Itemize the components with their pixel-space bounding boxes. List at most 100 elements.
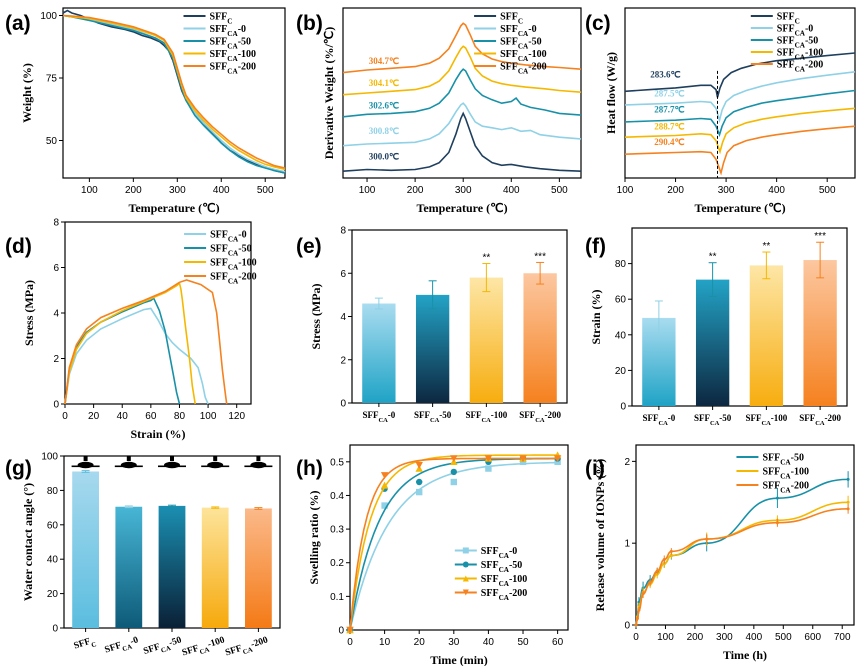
x-tick-label: 400 [503,185,520,196]
legend-label-SFFCA-0: SFFCA-0 [500,24,537,38]
plot-frame [349,444,569,631]
series-line-SFFCA-50 [64,296,181,405]
x-tick-label: 500 [551,185,568,196]
needle-icon [170,456,174,461]
legend-label-SFFCA-200: SFFCA-200 [481,588,528,602]
plot-frame [635,444,855,626]
bar-SFFC [72,471,99,628]
legend-label-SFFCA-100: SFFCA-100 [210,49,257,63]
legend-label-SFFCA-200: SFFCA-200 [777,60,824,74]
legend-label-SFFCA-200: SFFCA-200 [500,62,547,76]
panel-g: (g) 0 20 40 60 80 100 Water contact angle (°) SF… [5,452,281,661]
x-axis-label: Time (min) [430,653,487,666]
peak-annotation: 290.4℃ [654,137,684,147]
data-point [637,600,641,604]
panel-label-b: (b) [296,12,323,35]
data-point [669,549,673,553]
data-point [635,616,639,620]
needle-icon [83,456,88,461]
peak-annotation: 304.1℃ [369,78,399,88]
droplet-icon [207,461,224,469]
data-point [450,478,458,486]
x-axis-label: Temperature (℃) [128,201,219,215]
peak-annotation: 287.5℃ [654,88,684,98]
x-tick-label: 700 [834,632,851,643]
category-label-SFFCA-100: SFFCA-100 [465,410,507,424]
series-line-SFFCA-200 [635,508,849,626]
y-tick-label: 50 [46,136,58,147]
data-point [346,626,354,634]
peak-annotation: 302.6℃ [369,100,399,110]
y-tick-label: 8 [53,218,59,229]
legend-label-SFFCA-100: SFFCA-100 [481,574,528,588]
x-tick-label: 400 [745,632,762,643]
peak-annotation: 304.7℃ [369,56,399,66]
data-point [655,569,659,573]
y-tick-label: 0 [52,624,58,635]
y-axis-label: Water contact angle (°) [21,483,35,601]
y-axis-label: Weight (%) [20,63,34,123]
series-line-SFFCA-50 [342,68,582,118]
category-label-SFFCA-200: SFFCA-200 [799,413,841,427]
x-tick-label: 30 [448,637,460,648]
x-tick-label: 200 [687,632,704,643]
data-point [519,455,527,463]
bar-SFFCA-100 [469,277,504,403]
legend-marker [462,589,469,596]
data-point [450,455,458,463]
data-point [416,478,423,486]
x-tick-label: 0 [633,632,639,643]
series-line-SFFCA-0 [342,102,582,147]
y-tick-label: 80 [47,486,59,497]
x-tick-label: 0 [62,411,68,422]
y-axis-label: Derivative Weight (%/℃) [322,27,336,160]
data-point [637,608,641,612]
y-axis-label: Stress (MPa) [309,283,323,349]
category-label-SFFCA-200: SFFCA-200 [224,635,270,661]
data-point [662,558,666,562]
y-axis-label: Release volume of IONPs (%) [593,459,607,612]
bar-SFFCA-200 [245,508,272,628]
category-label-SFFCA-0: SFFCA-0 [362,410,395,424]
panel-h: (h) 0 0.1 0.2 0.3 0.4 0.5 0 10 20 30 40 50 60 Time (mi… [296,444,569,666]
x-tick-label: 20 [88,411,100,422]
x-axis-label: Temperature (℃) [416,201,507,215]
series-line-SFFCA-200 [64,279,228,405]
data-point [846,477,850,481]
panel-f: (f) 0 20 40 60 80 Strain (%) SFFCA-0 ** SFFCA-50 *… [585,227,848,427]
significance-marker: ** [709,252,717,263]
legend-label-SFFCA-200: SFFCA-200 [762,481,809,495]
y-tick-label: 20 [615,366,627,377]
peak-annotation: 287.7℃ [654,105,684,115]
y-tick-label: 2 [624,457,630,468]
plot-frame [62,7,286,179]
data-point [641,592,645,596]
category-label-SFFCA-100: SFFCA-100 [181,635,227,661]
bar-SFFCA-50 [695,279,730,406]
needle-icon [213,456,218,461]
y-tick-label: 0.4 [330,491,344,502]
series-line-SFFCA-0 [62,14,286,173]
legend-label-SFFCA-50: SFFCA-50 [210,244,252,258]
x-tick-label: 200 [407,185,424,196]
series-line-SFFCA-0 [624,71,856,124]
x-tick-label: 100 [657,632,674,643]
droplet-surface [158,465,186,468]
y-tick-label: 0.5 [330,457,344,468]
x-axis-label: Time (h) [723,648,767,662]
data-point [553,455,562,463]
bar-SFFCA-100 [749,265,784,406]
panel-label-g: (g) [5,457,32,480]
category-label-SFFCA-0: SFFCA-0 [642,413,675,427]
series-line-SFFCA-100 [64,281,196,405]
series-line-SFFCA-100 [342,45,582,96]
series-line-SFFCA-50 [635,478,849,626]
needle-icon [256,456,261,461]
plot-frame [342,7,582,179]
y-tick-label: 0.1 [330,592,344,603]
series-line-SFFCA-0 [349,461,558,631]
bar-SFFCA-100 [201,507,229,628]
legend-label-SFFCA-100: SFFCA-100 [500,49,547,63]
x-tick-label: 200 [667,185,684,196]
